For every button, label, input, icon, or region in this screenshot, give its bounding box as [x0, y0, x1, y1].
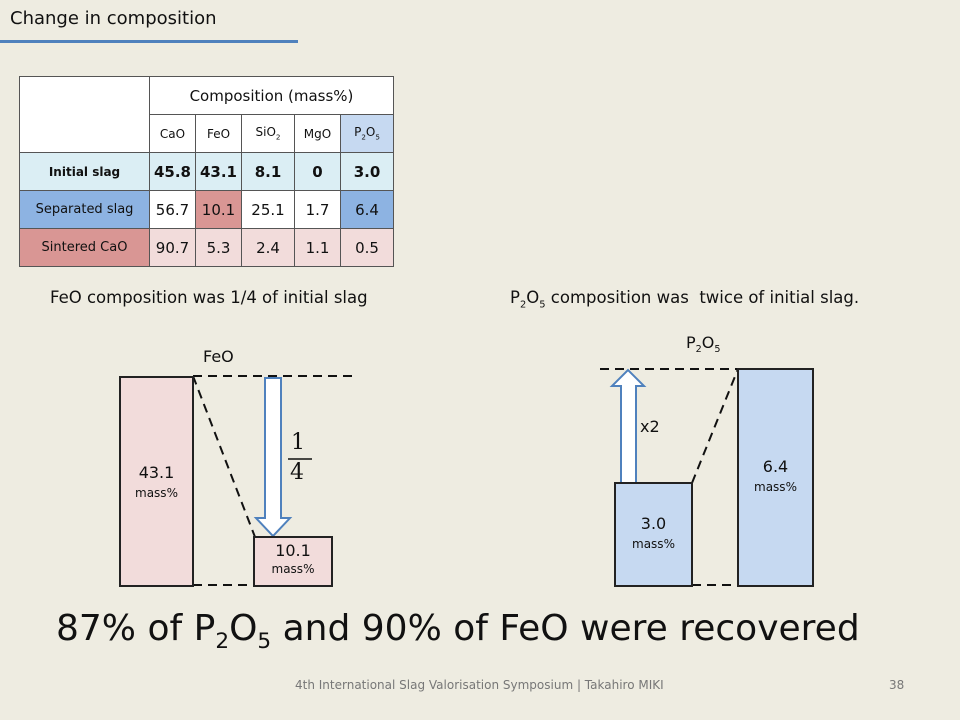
summary-statement: 87% of P2O5 and 90% of FeO were recovere…	[56, 608, 860, 655]
table-cell: 2.4	[241, 228, 295, 267]
feo-initial-value: 43.1	[138, 463, 175, 482]
page-number: 38	[889, 678, 905, 692]
row-label-initial: Initial slag	[19, 152, 150, 191]
table-cell: 43.1	[195, 152, 242, 191]
column-header-p2o5: P2O5	[340, 114, 394, 153]
p2o5-initial-unit: mass%	[632, 537, 675, 551]
p2o5-separated-value: 6.4	[762, 457, 789, 476]
table-cell: 56.7	[149, 190, 196, 229]
fraction-denominator: 4	[290, 460, 304, 485]
feo-caption: FeO composition was 1/4 of initial slag	[50, 288, 368, 307]
table-cell: 25.1	[241, 190, 295, 229]
slide-title: Change in composition	[10, 8, 217, 29]
p2o5-caption: P2O5 composition was twice of initial sl…	[510, 288, 860, 311]
title-underline	[0, 40, 298, 43]
p2o5-initial-value: 3.0	[640, 514, 667, 533]
p2o5-up-arrow	[609, 368, 647, 484]
feo-initial-unit: mass%	[135, 486, 178, 500]
fraction-numerator: 1	[291, 430, 305, 455]
p2o5-initial-bar: 3.0 mass%	[614, 482, 693, 587]
table-header-title: Composition (mass%)	[149, 76, 394, 115]
table-cell: 8.1	[241, 152, 295, 191]
column-header-feo: FeO	[195, 114, 242, 153]
feo-separated-unit: mass%	[271, 562, 315, 576]
row-label-sintered: Sintered CaO	[19, 228, 150, 267]
feo-diagonal-dashed-line	[192, 375, 256, 538]
table-corner-cell	[19, 76, 150, 153]
feo-down-arrow	[253, 377, 293, 538]
multiplier-label: x2	[640, 417, 660, 436]
table-cell: 1.7	[294, 190, 341, 229]
p2o5-separated-unit: mass%	[754, 480, 797, 494]
composition-table: Composition (mass%) CaO FeO SiO2 MgO P2O…	[19, 76, 394, 267]
feo-separated-bar: 10.1 mass%	[253, 536, 333, 587]
table-cell: 1.1	[294, 228, 341, 267]
p2o5-diagram-label: P2O5	[686, 333, 721, 356]
table-cell: 3.0	[340, 152, 394, 191]
table-row: Sintered CaO 90.7 5.3 2.4 1.1 0.5	[19, 228, 394, 267]
footer-text: 4th International Slag Valorisation Symp…	[295, 678, 664, 692]
column-header-sio2: SiO2	[241, 114, 295, 153]
feo-initial-bar: 43.1 mass%	[119, 376, 194, 587]
table-cell: 45.8	[149, 152, 196, 191]
table-cell: 0.5	[340, 228, 394, 267]
p2o5-diagonal-dashed-line	[691, 368, 739, 484]
feo-separated-value: 10.1	[275, 541, 311, 560]
p2o5-separated-bar: 6.4 mass%	[737, 368, 814, 587]
table-cell: 5.3	[195, 228, 242, 267]
feo-diagram-label: FeO	[203, 347, 234, 366]
table-cell: 90.7	[149, 228, 196, 267]
table-cell-highlight: 6.4	[340, 190, 394, 229]
